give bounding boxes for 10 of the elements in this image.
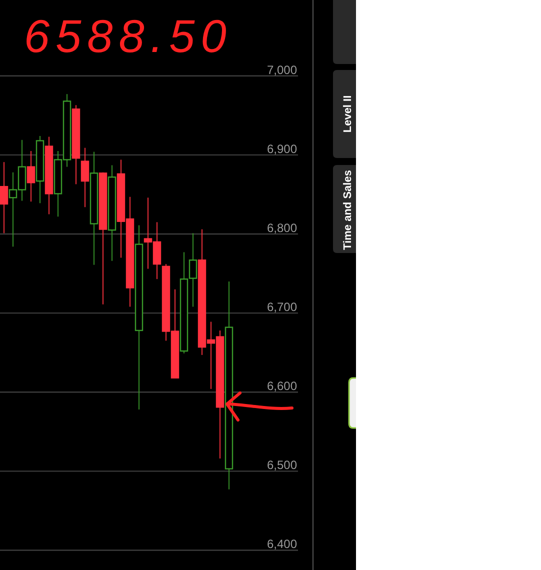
text: Level II bbox=[342, 95, 354, 133]
y-tick-label: 6,500 bbox=[266, 458, 298, 472]
y-tick-label: 7,000 bbox=[266, 62, 298, 77]
y-tick-label: 6,600 bbox=[266, 379, 298, 394]
y-tick-label: 6,800 bbox=[266, 221, 298, 236]
y-tick-label: 6,700 bbox=[266, 300, 298, 314]
text: Time and Sales bbox=[342, 170, 354, 250]
y-tick-label: 6,900 bbox=[266, 142, 298, 156]
y-tick-label: 6,400 bbox=[266, 537, 298, 552]
annotation: 6588.50 bbox=[24, 10, 232, 62]
